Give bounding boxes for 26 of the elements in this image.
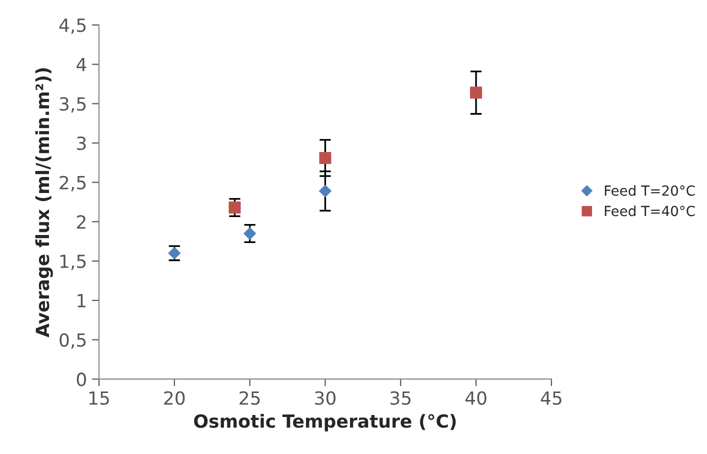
- point: [318, 184, 332, 198]
- point: [319, 152, 332, 164]
- y-tick-label: 3,5: [60, 97, 86, 113]
- x-tick-label: 30: [315, 391, 336, 405]
- y-tick-label: 1,5: [60, 254, 86, 270]
- y-tick-label: 0: [76, 372, 86, 386]
- y-tick-label: 3: [77, 136, 86, 150]
- x-tick-label: 20: [164, 391, 185, 405]
- x-tick-label: 45: [540, 391, 562, 405]
- y-tick-label: 4,5: [59, 18, 86, 34]
- point: [470, 86, 482, 99]
- y-tick-label: 0,5: [60, 333, 86, 349]
- x-tick-label: 15: [89, 391, 109, 405]
- point: [244, 227, 256, 240]
- x-axis-title: Osmotic Temperature (°C): [194, 414, 456, 432]
- x-tick-label: 35: [390, 391, 411, 405]
- y-tick-label: 1: [78, 294, 86, 308]
- y-tick-label: 4: [76, 58, 86, 72]
- y-tick-label: 2: [77, 215, 86, 229]
- y-axis-title: Average flux (ml/(min.m²)): [35, 68, 53, 338]
- y-tick-label: 2,5: [60, 176, 86, 192]
- x-tick-label: 25: [240, 391, 260, 405]
- x-tick-label: 40: [465, 391, 486, 405]
- legend-label: Feed T=20°C: [604, 185, 695, 196]
- point: [228, 202, 241, 214]
- legend-label: Feed T=40°C: [604, 206, 695, 216]
